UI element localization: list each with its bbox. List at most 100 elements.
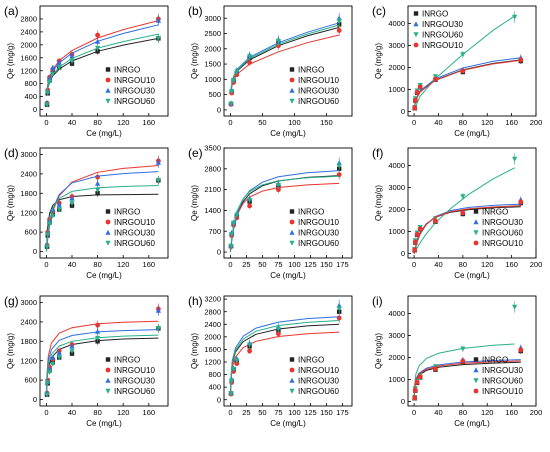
chart-panel-f: (f) 0 1000 2000 3000 4000 0 40 80 120 160 200 Qe (mg… [372, 146, 542, 280]
data-point-inrgou10 [336, 28, 342, 33]
y-tick-label: 2400 [204, 320, 221, 329]
data-point-inrgou60 [228, 243, 234, 249]
x-tick-label: 80 [93, 118, 101, 127]
x-tick-label: 125 [304, 408, 317, 417]
data-point-inrgou30 [155, 159, 161, 165]
data-point-inrgou60 [231, 77, 237, 83]
y-tick-label: 1800 [20, 337, 37, 346]
data-point-inrgou60 [155, 36, 161, 42]
data-point-inrgou60 [234, 212, 240, 218]
chart-panel-e: (e) 0 700 1400 2100 2800 3500 0 25 50 75 100 125 150 1… [188, 144, 353, 280]
data-point-inrgou60 [155, 178, 161, 184]
data-point-inrgou10 [433, 76, 438, 82]
panel-label: (e) [188, 146, 203, 160]
y-tick-label: 600 [24, 376, 37, 385]
data-point-inrgou10 [518, 347, 524, 353]
y-tick-label: 2800 [20, 15, 37, 24]
legend-entry: INRGOU60 [482, 229, 523, 238]
data-point-inrgou10 [412, 239, 418, 245]
data-point-inrgou30 [50, 64, 56, 70]
y-tick-label: 2800 [204, 307, 221, 316]
data-point-inrgou60 [336, 163, 342, 169]
legend-entry: INRGOU30 [298, 377, 339, 386]
x-tick-label: 125 [304, 260, 317, 269]
y-tick-label: 1200 [204, 358, 221, 367]
y-axis-label: Qe (mg/g) [374, 185, 383, 221]
data-point-inrgou60 [56, 65, 62, 71]
data-point-inrgou60 [44, 392, 50, 398]
data-point-inrgou10 [417, 226, 423, 232]
data-point-inrgou60 [56, 207, 62, 213]
y-tick-label: 1800 [20, 189, 37, 198]
data-point-inrgou60 [155, 326, 161, 332]
y-tick-label: 2500 [204, 29, 221, 38]
x-tick-label: 0 [412, 118, 416, 127]
x-tick-label: 80 [459, 118, 467, 127]
x-tick-label: 0 [412, 260, 416, 269]
y-tick-label: 2400 [20, 27, 37, 36]
chart-panel-a: (a) 0 400 800 1200 1600 2000 2400 2800 0 40 80 120 16… [4, 4, 169, 138]
x-tick-label: 50 [258, 408, 266, 417]
y-tick-label: 3000 [388, 41, 405, 50]
y-axis-label: Qe (mg/g) [190, 185, 199, 221]
y-tick-label: 3000 [204, 14, 221, 23]
data-point-inrgou60 [460, 194, 466, 200]
data-point-inrgou30 [95, 180, 101, 186]
y-tick-label: 800 [24, 79, 37, 88]
y-tick-label: 0 [217, 395, 221, 404]
x-tick-label: 40 [434, 260, 442, 269]
legend-entry: INRGOU10 [298, 366, 339, 375]
x-axis-label: Ce (mg/L) [270, 271, 306, 280]
panel-label: (a) [4, 4, 19, 18]
x-tick-label: 50 [258, 260, 266, 269]
x-tick-label: 100 [288, 260, 301, 269]
legend-entry: INRGOU10 [298, 76, 339, 85]
data-point-inrgou30 [155, 17, 161, 23]
x-tick-label: 175 [336, 260, 349, 269]
data-point-inrgou10 [276, 331, 281, 337]
fit-line-inrgou60 [45, 185, 159, 252]
data-point-inrgou60 [229, 378, 235, 384]
legend-entry: INRGOU30 [482, 218, 523, 227]
chart-panel-b: (b) 0 500 1000 1500 2000 2500 3000 0 50 100 150 Qe (… [188, 4, 353, 138]
legend-marker [289, 357, 295, 362]
data-point-inrgou10 [460, 358, 466, 364]
x-tick-label: 40 [434, 408, 442, 417]
data-point-inrgou60 [336, 19, 342, 25]
legend-marker [413, 11, 419, 16]
data-point-inrgou30 [56, 59, 62, 65]
legend-marker [105, 377, 111, 383]
x-tick-label: 160 [505, 118, 518, 127]
legend-entry: INRGOU60 [298, 97, 339, 106]
data-point-inrgou10 [247, 203, 253, 209]
panel-label: (d) [4, 146, 19, 160]
y-tick-label: 1400 [204, 206, 221, 215]
data-point-inrgou10 [414, 232, 420, 237]
legend-marker [413, 21, 419, 27]
x-tick-label: 200 [530, 118, 543, 127]
data-point-inrgou60 [231, 220, 237, 226]
x-tick-label: 80 [93, 260, 101, 269]
y-tick-label: 0 [217, 248, 221, 257]
y-tick-label: 3000 [388, 183, 405, 192]
legend-marker [289, 98, 295, 104]
data-point-inrgou30 [69, 53, 75, 59]
data-point-inrgou10 [95, 32, 100, 38]
x-tick-label: 120 [117, 408, 130, 417]
plot-frame [223, 147, 353, 259]
x-tick-label: 120 [481, 260, 494, 269]
y-tick-label: 0 [401, 397, 405, 406]
x-tick-label: 100 [288, 118, 301, 127]
y-tick-label: 3000 [20, 298, 37, 307]
data-point-inrgou30 [95, 328, 101, 334]
y-tick-label: 3500 [204, 144, 221, 153]
data-point-inrgou10 [460, 68, 466, 74]
legend-entry: INRGO [298, 208, 324, 217]
y-tick-label: 600 [24, 228, 37, 237]
x-tick-label: 120 [481, 408, 494, 417]
legend-entry: INRGO [298, 66, 324, 75]
chart-panel-d: (d) 0 600 1200 1800 2400 3000 0 40 80 120 160 Qe (mg… [4, 146, 169, 280]
data-point-inrgou10 [276, 187, 281, 193]
legend-marker [473, 357, 479, 362]
fit-line-inrgou60 [229, 175, 340, 253]
